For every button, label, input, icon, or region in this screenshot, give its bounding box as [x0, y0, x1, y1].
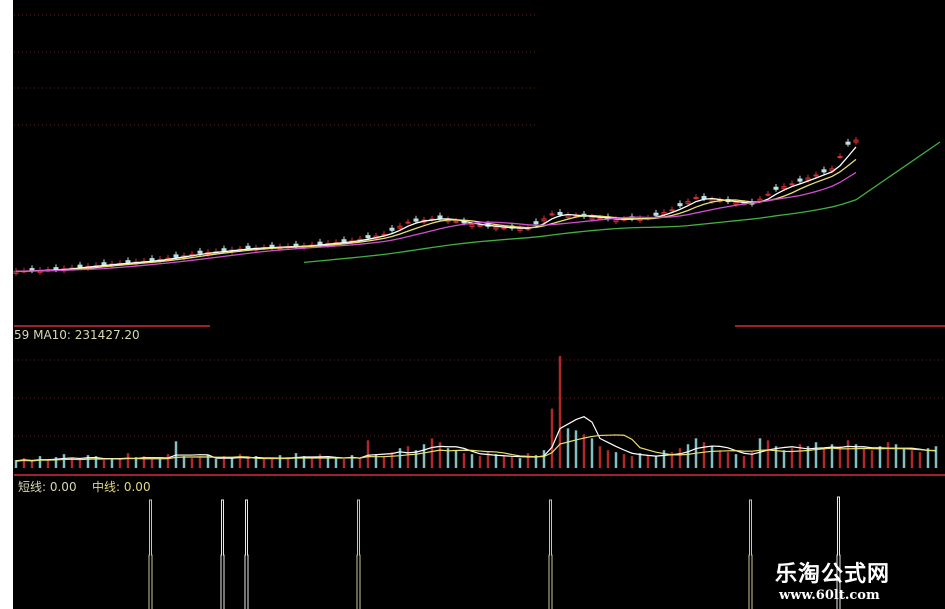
price-candle [853, 139, 859, 143]
left-border [0, 0, 13, 609]
volume-ma5-line [15, 416, 937, 462]
price-ma60-line [303, 141, 941, 264]
price-candle [549, 213, 555, 216]
price-candle [149, 258, 155, 262]
price-candle [13, 270, 19, 274]
price-candle [813, 174, 819, 177]
price-ma20-line [15, 171, 857, 272]
mid-line-label: 中线: 0.00 [92, 480, 151, 494]
price-candle [413, 218, 419, 222]
price-candle [437, 215, 443, 219]
price-candle [405, 221, 411, 224]
price-candle [765, 193, 771, 196]
price-candle [773, 186, 779, 190]
price-candle [789, 183, 795, 186]
watermark-url: www.60lt.com [779, 588, 880, 603]
watermark: 乐淘公式网 www.60lt.com [775, 556, 890, 603]
price-candle [533, 221, 539, 225]
signal-spike [244, 499, 249, 609]
price-candle [733, 201, 739, 205]
price-candle [125, 260, 131, 264]
price-candle [693, 197, 699, 199]
price-candle [701, 195, 707, 200]
price-candle [341, 239, 347, 243]
price-candle [589, 216, 595, 220]
price-candle [477, 224, 483, 227]
price-candle [173, 254, 179, 258]
price-candle [677, 203, 683, 207]
price-candle [197, 250, 203, 254]
price-candle [245, 245, 251, 249]
price-candle [797, 178, 803, 182]
price-candle [77, 264, 83, 268]
price-candle [317, 241, 323, 245]
price-candle [781, 186, 787, 190]
signal-spike [548, 499, 553, 609]
short-line-label: 短线: 0.00 [18, 480, 77, 494]
price-candle [821, 169, 827, 173]
watermark-name: 乐淘公式网 [775, 562, 891, 587]
price-candle [653, 212, 659, 216]
price-candle [221, 248, 227, 252]
price-candle [613, 219, 619, 223]
signal-spike [148, 499, 153, 609]
price-candle [845, 141, 851, 145]
signal-spike [836, 496, 841, 609]
price-candle [453, 220, 459, 223]
price-candle [669, 209, 675, 212]
price-candle [805, 177, 811, 181]
price-candle [493, 226, 499, 230]
price-ma10-line [15, 158, 857, 272]
price-candle [101, 262, 107, 266]
price-candle [685, 201, 691, 205]
price-candle [597, 217, 603, 220]
price-candle [397, 225, 403, 229]
signal-spike [220, 499, 225, 609]
price-ma5-line [15, 146, 857, 272]
signal-spike [356, 499, 361, 609]
price-candle [541, 218, 547, 222]
volume-ma10-line [15, 434, 937, 462]
price-candle [501, 227, 507, 230]
price-candle [389, 227, 395, 231]
price-candle [365, 235, 371, 239]
price-candle [557, 211, 563, 216]
price-candle [469, 224, 475, 228]
price-candle [837, 156, 843, 158]
signal-spike [748, 499, 753, 609]
volume-ma10-label: 59 MA10: 231427.20 [14, 328, 140, 342]
